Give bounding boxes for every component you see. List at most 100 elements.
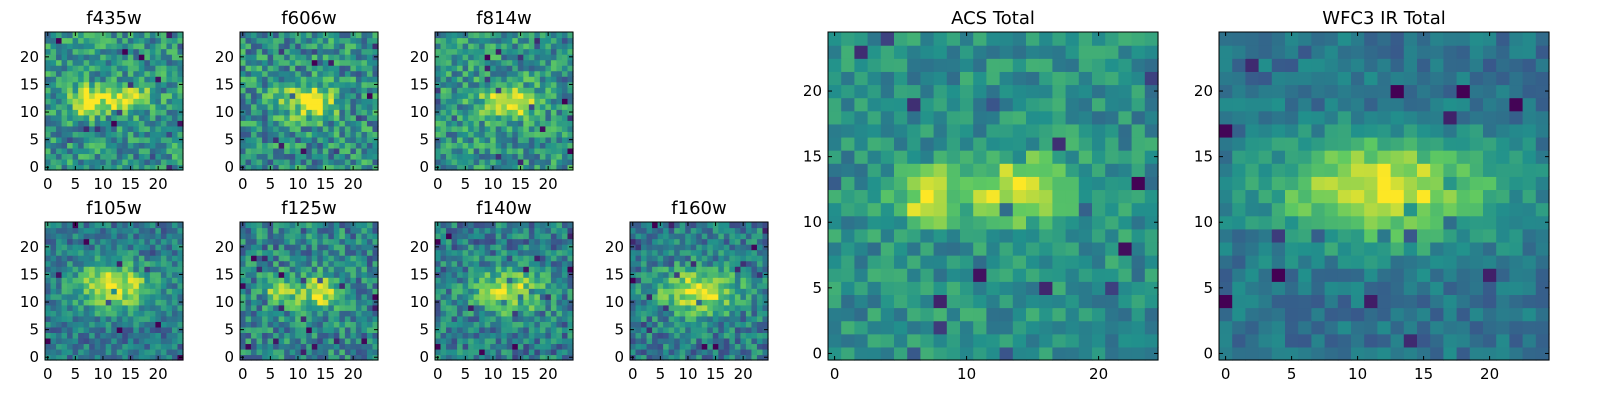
- heatmap-cell: [322, 59, 329, 66]
- heatmap-cell: [550, 164, 558, 171]
- heatmap-cell: [171, 238, 179, 245]
- heatmap-cell: [100, 65, 107, 72]
- heatmap-cell: [1039, 320, 1053, 335]
- heatmap-cell: [545, 136, 552, 143]
- heatmap-cell: [484, 153, 491, 160]
- heatmap-cell: [72, 337, 79, 345]
- heatmap-cell: [138, 244, 145, 251]
- heatmap-cell: [440, 43, 447, 50]
- heatmap-cell: [707, 304, 714, 311]
- heatmap-cell: [512, 65, 519, 72]
- heatmap-cell: [674, 310, 681, 317]
- heatmap-cell: [1131, 215, 1146, 230]
- heatmap-cell: [317, 32, 324, 39]
- heatmap-cell: [545, 332, 552, 339]
- heatmap-cell: [245, 227, 252, 234]
- heatmap-cell: [311, 147, 318, 155]
- heatmap-cell: [138, 332, 145, 339]
- heatmap-cell: [105, 147, 112, 155]
- heatmap-cell: [539, 222, 546, 229]
- heatmap-cell: [468, 271, 475, 278]
- heatmap-cell: [556, 65, 563, 72]
- heatmap-cell: [284, 337, 291, 345]
- heatmap-cell: [440, 337, 447, 345]
- heatmap-cell: [712, 282, 719, 289]
- heatmap-cell: [745, 310, 753, 317]
- heatmap-cell: [484, 354, 491, 361]
- heatmap-cell: [171, 288, 179, 295]
- heatmap-cell: [251, 43, 258, 50]
- heatmap-cell: [960, 307, 974, 322]
- heatmap-cell: [446, 109, 453, 116]
- heatmap-cell: [479, 32, 486, 39]
- heatmap-cell: [451, 54, 458, 61]
- heatmap-cell: [484, 321, 491, 328]
- heatmap-cell: [366, 164, 374, 171]
- heatmap-cell: [133, 337, 140, 345]
- heatmap-cell: [457, 153, 464, 160]
- heatmap-cell: [435, 153, 442, 160]
- heatmap-cell: [740, 332, 747, 339]
- heatmap-cell: [333, 131, 340, 138]
- heatmap-cell: [523, 288, 530, 295]
- heatmap-cell: [273, 136, 280, 143]
- heatmap-cell: [372, 59, 379, 66]
- heatmap-cell: [495, 109, 502, 116]
- heatmap-cell: [155, 65, 162, 72]
- heatmap-cell: [723, 343, 730, 350]
- heatmap-cell: [723, 271, 730, 278]
- heatmap-cell: [350, 98, 357, 105]
- heatmap-cell: [138, 222, 145, 229]
- heatmap-cell: [366, 249, 374, 256]
- heatmap-cell: [116, 92, 123, 99]
- heatmap-cell: [556, 238, 563, 245]
- heatmap-cell: [289, 244, 296, 251]
- heatmap-cell: [317, 288, 324, 295]
- heatmap-cell: [828, 163, 842, 177]
- heatmap-cell: [111, 304, 118, 311]
- heatmap-cell: [894, 307, 908, 322]
- heatmap-cell: [317, 277, 324, 284]
- heatmap-cell: [100, 321, 107, 328]
- heatmap-cell: [484, 249, 491, 256]
- heatmap-cell: [701, 244, 708, 251]
- heatmap-cell: [322, 43, 329, 50]
- heatmap-cell: [171, 299, 179, 306]
- heatmap-cell: [366, 354, 374, 361]
- heatmap-cell: [72, 293, 79, 300]
- heatmap-cell: [435, 43, 442, 50]
- heatmap-cell: [116, 109, 123, 116]
- heatmap-cell: [534, 271, 541, 278]
- heatmap-cell: [311, 255, 318, 262]
- heatmap-cell: [171, 142, 179, 149]
- heatmap-cell: [89, 103, 96, 110]
- heatmap-cell: [171, 32, 179, 39]
- heatmap-cell: [745, 238, 753, 245]
- heatmap-cell: [457, 70, 464, 77]
- heatmap-cell: [506, 125, 513, 132]
- heatmap-cell: [523, 125, 530, 132]
- heatmap-cell: [473, 54, 480, 61]
- heatmap-cell: [111, 125, 118, 132]
- heatmap-cell: [245, 282, 252, 289]
- heatmap-cell: [545, 238, 552, 245]
- heatmap-cell: [745, 277, 753, 284]
- heatmap-cell: [545, 299, 552, 306]
- heatmap-cell: [556, 103, 563, 110]
- heatmap-cell: [100, 81, 107, 88]
- heatmap-cell: [267, 131, 274, 138]
- heatmap-cell: [155, 81, 162, 88]
- heatmap-cell: [317, 321, 324, 328]
- heatmap-cell: [144, 142, 151, 149]
- heatmap-cell: [528, 227, 535, 234]
- heatmap-cell: [160, 48, 168, 55]
- heatmap-cell: [256, 299, 263, 306]
- heatmap-cell: [149, 348, 156, 356]
- heatmap-cell: [284, 92, 291, 99]
- heatmap-cell: [284, 238, 291, 245]
- heatmap-cell: [1026, 189, 1040, 204]
- heatmap-cell: [473, 244, 480, 251]
- heatmap-cell: [339, 227, 346, 234]
- heatmap-cell: [707, 354, 714, 361]
- heatmap-cell: [350, 315, 357, 322]
